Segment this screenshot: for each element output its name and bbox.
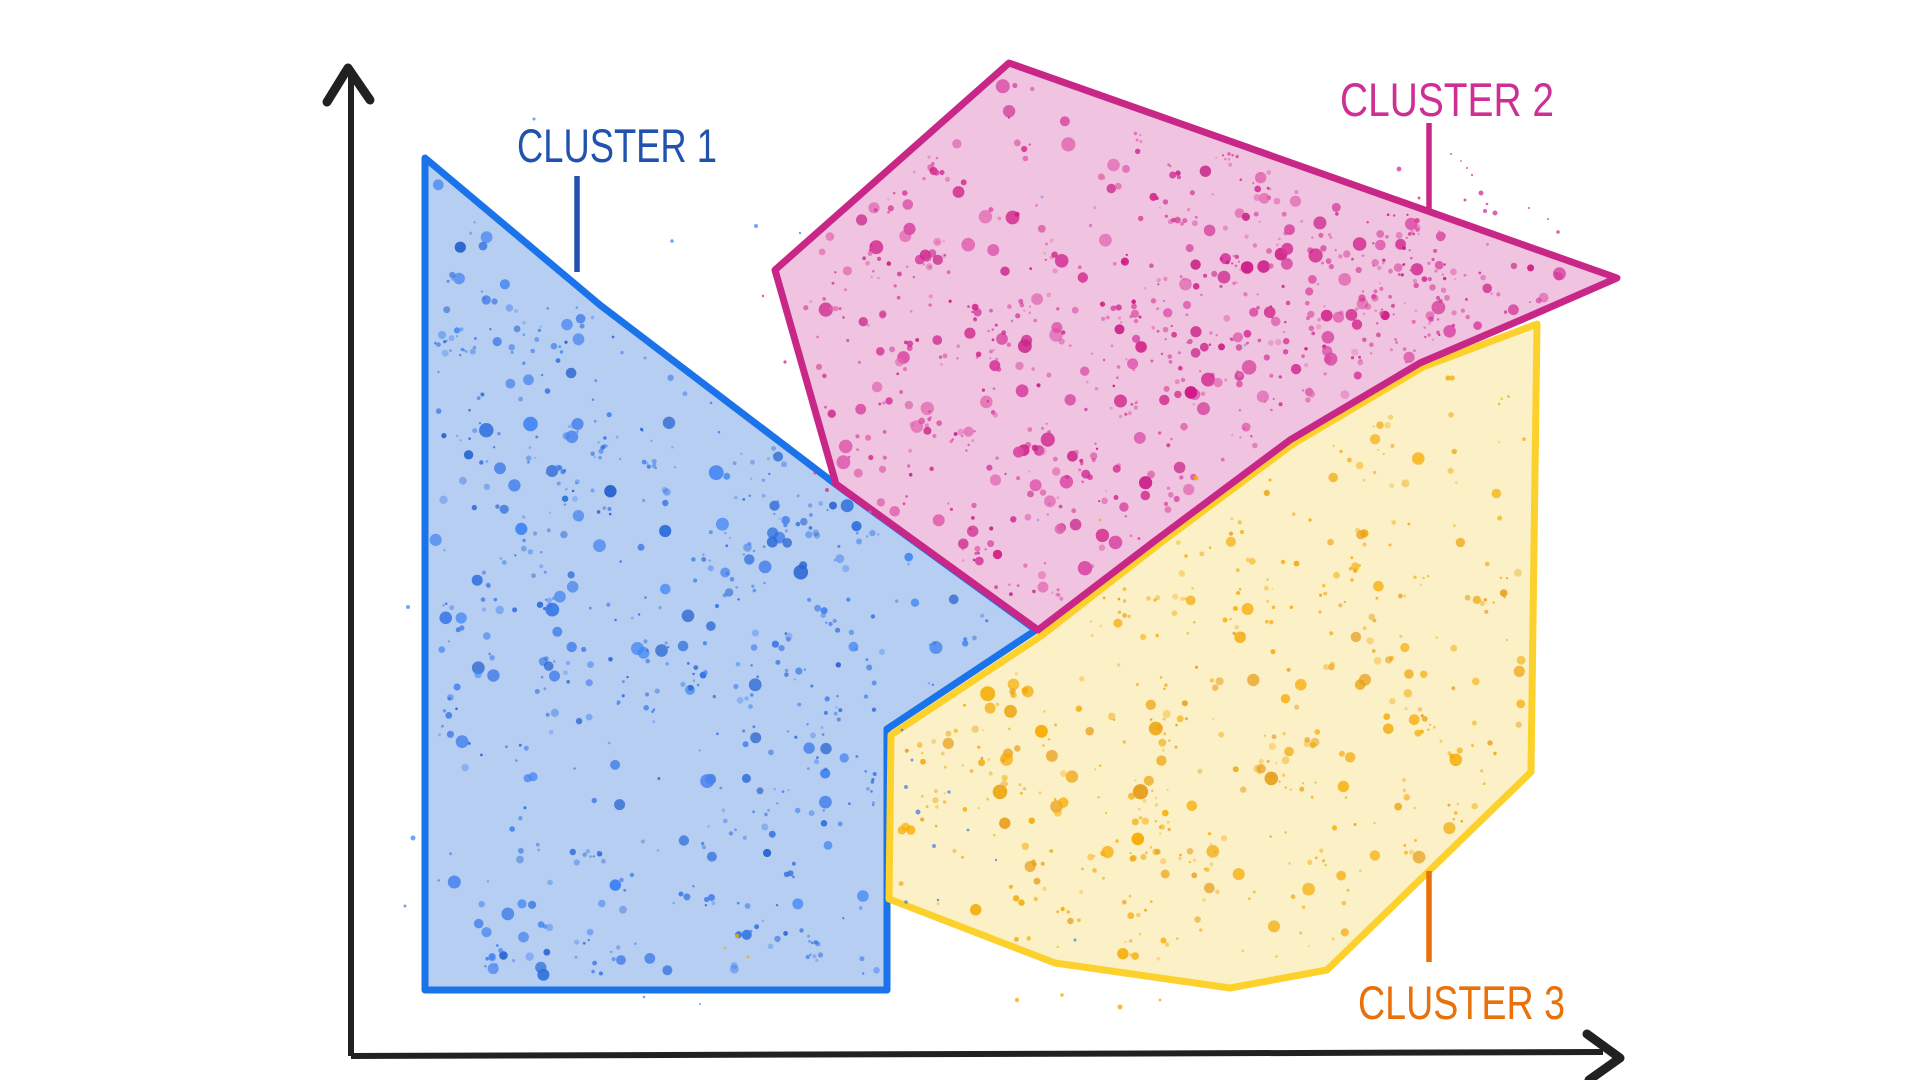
svg-text:CLUSTER 2: CLUSTER 2 [1340, 73, 1554, 126]
svg-text:CLUSTER 3: CLUSTER 3 [1358, 976, 1565, 1029]
svg-text:CLUSTER 1: CLUSTER 1 [517, 119, 717, 172]
